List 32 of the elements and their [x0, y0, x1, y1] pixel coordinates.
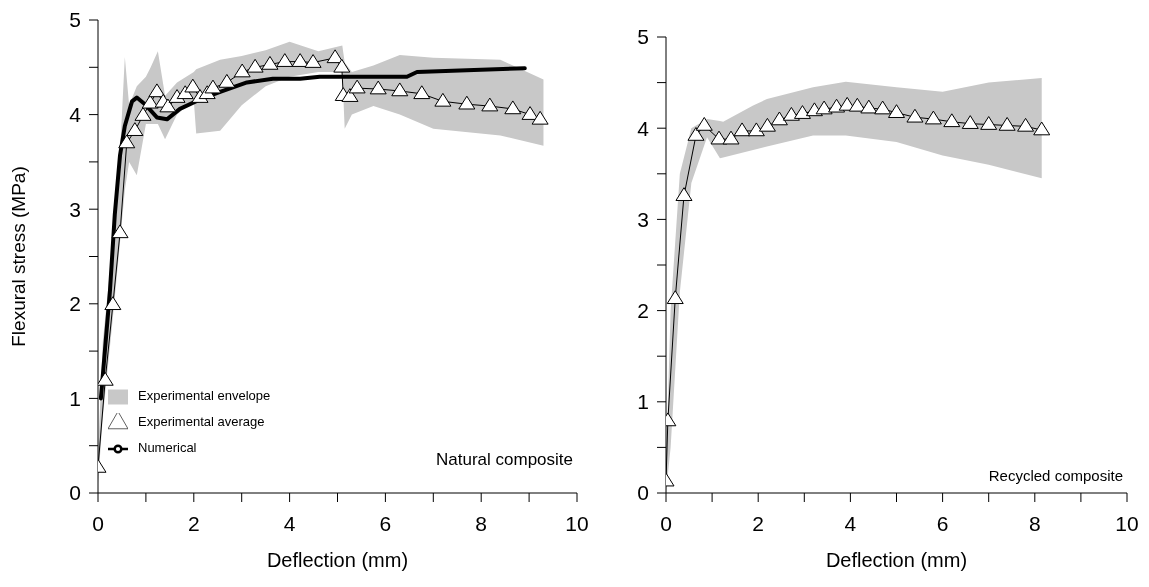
x-tick-label: 6 [379, 511, 392, 535]
y-tick-label: 4 [69, 103, 82, 127]
x-tick-label: 4 [283, 511, 296, 535]
x-tick-label: 0 [92, 511, 104, 535]
x-tick-label: 0 [660, 511, 672, 535]
x-tick-label: 4 [844, 511, 857, 535]
legend-label: Experimental envelope [138, 388, 271, 403]
y-axis-title: Flexural stress (MPa) [7, 166, 29, 347]
x-tick-label: 8 [1028, 511, 1041, 535]
y-tick-label: 2 [637, 299, 649, 323]
y-tick-label: 3 [637, 207, 649, 231]
y-tick-label: 4 [637, 116, 650, 140]
legend-label: Experimental average [138, 414, 265, 429]
y-tick-label: 0 [637, 481, 649, 505]
y-tick-label: 2 [69, 292, 81, 316]
x-tick-label: 2 [752, 511, 765, 535]
y-tick-label: 1 [69, 386, 81, 410]
x-axis-title: Deflection (mm) [825, 549, 968, 571]
y-tick-label: 1 [637, 390, 649, 414]
x-tick-label: 2 [187, 511, 200, 535]
y-tick-label: 0 [69, 481, 81, 505]
x-tick-label: 10 [565, 511, 589, 535]
annotation: Natural composite [435, 450, 573, 470]
x-tick-label: 10 [1115, 511, 1139, 535]
y-tick-label: 3 [69, 197, 81, 221]
y-tick-label: 5 [637, 25, 649, 49]
x-tick-label: 8 [475, 511, 488, 535]
y-tick-label: 5 [69, 8, 81, 32]
legend-label: Numerical [138, 440, 197, 455]
x-tick-label: 6 [936, 511, 949, 535]
x-axis-title: Deflection (mm) [266, 549, 409, 571]
annotation: Recycled composite [988, 467, 1123, 484]
